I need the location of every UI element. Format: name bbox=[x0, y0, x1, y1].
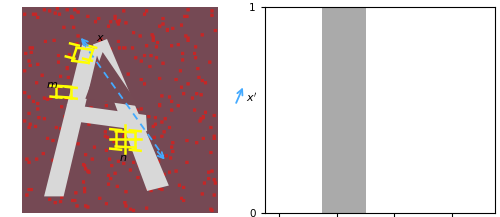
Polygon shape bbox=[93, 39, 169, 191]
Text: m: m bbox=[46, 80, 57, 90]
Text: x: x bbox=[96, 33, 103, 43]
Polygon shape bbox=[44, 44, 98, 196]
Bar bbox=[322, 7, 366, 213]
Polygon shape bbox=[86, 52, 140, 106]
Text: $x'$: $x'$ bbox=[246, 91, 257, 104]
Polygon shape bbox=[67, 104, 147, 131]
Text: n: n bbox=[120, 153, 127, 163]
